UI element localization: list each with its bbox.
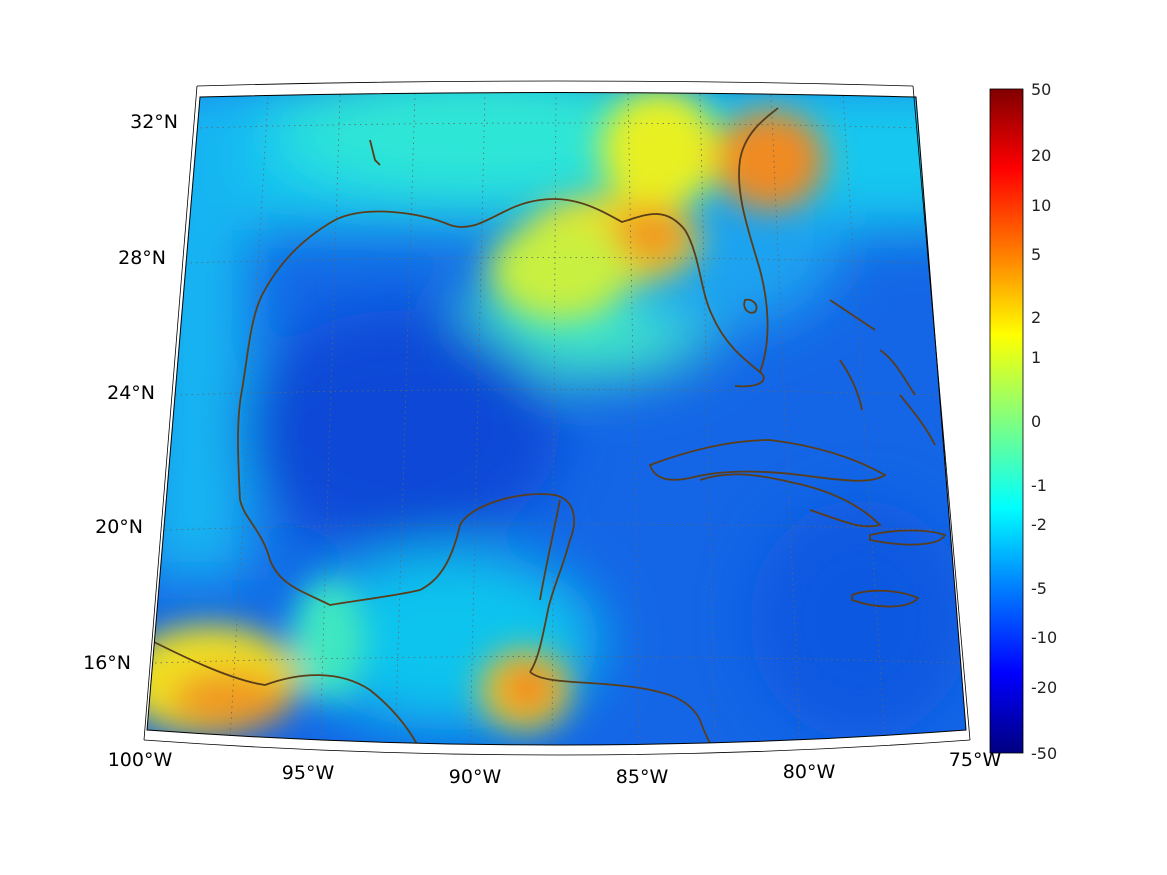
lat-label: 28°N — [118, 247, 166, 269]
colorbar-bar — [989, 88, 1024, 754]
lat-label: 16°N — [83, 652, 131, 674]
colorbar-tick: 50 — [1031, 80, 1051, 99]
colorbar-tick: 10 — [1031, 196, 1051, 215]
longitude-labels: 100°W 95°W 90°W 85°W 80°W 75°W — [108, 749, 1002, 788]
map-frame-outer-left — [143, 85, 198, 741]
colorbar-tick: 20 — [1031, 146, 1051, 165]
colorbar-tick: -2 — [1031, 515, 1047, 534]
data-field — [147, 92, 966, 745]
lat-label: 24°N — [107, 382, 155, 404]
colorbar-tick: -50 — [1031, 744, 1057, 763]
colorbar-tick: 1 — [1031, 348, 1041, 367]
lon-label: 100°W — [108, 749, 173, 771]
lon-label: 85°W — [616, 766, 669, 788]
map-frame-outer-right — [912, 85, 971, 741]
colorbar-tick: 0 — [1031, 412, 1041, 431]
map-frame-outer-top — [196, 80, 914, 87]
graticule — [154, 92, 961, 745]
lon-label: 90°W — [449, 766, 502, 788]
colorbar-tick: -1 — [1031, 476, 1047, 495]
colorbar-tick: 2 — [1031, 308, 1041, 327]
map-frame — [146, 92, 967, 746]
colorbar: 50 20 10 5 2 1 0 -1 -2 -5 -10 -20 -50 — [989, 80, 1057, 763]
colorbar-tick: -20 — [1031, 678, 1057, 697]
lon-label: 80°W — [783, 761, 836, 783]
colorbar-tick: 5 — [1031, 245, 1041, 264]
latitude-labels: 32°N 28°N 24°N 20°N 16°N — [83, 111, 178, 674]
map-frame-outer-bottom — [143, 739, 971, 756]
coastlines — [149, 107, 947, 745]
lon-label: 75°W — [949, 749, 1002, 771]
lat-label: 20°N — [95, 516, 143, 538]
lat-label: 32°N — [130, 111, 178, 133]
colorbar-tick: -10 — [1031, 628, 1057, 647]
lon-label: 95°W — [282, 762, 335, 784]
colorbar-tick: -5 — [1031, 579, 1047, 598]
